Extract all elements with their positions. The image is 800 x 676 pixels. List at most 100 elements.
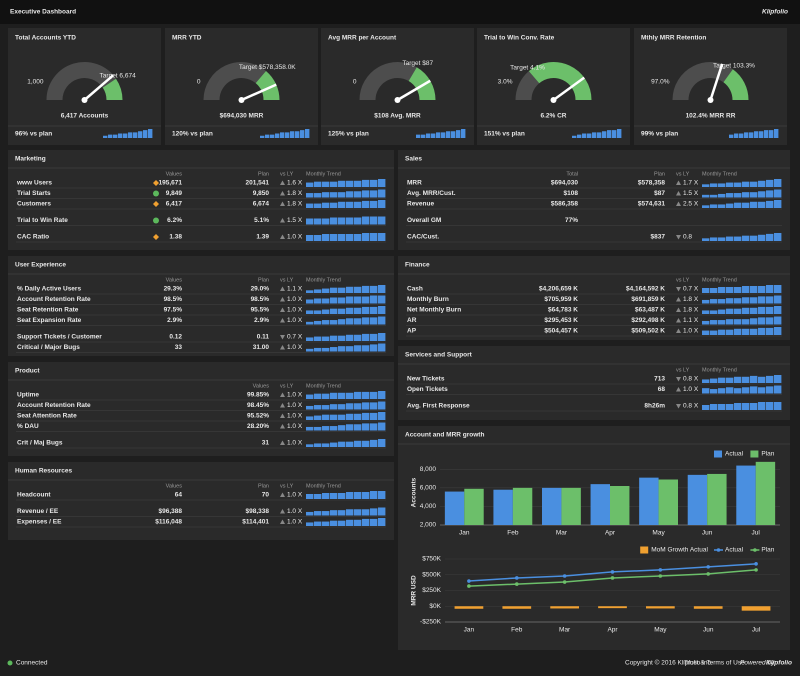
bar <box>561 487 581 525</box>
trend-bar <box>702 205 710 208</box>
trend-bar <box>766 402 774 410</box>
trend-bar <box>322 181 330 187</box>
trend-bar <box>103 135 108 138</box>
kpi-title: MRR YTD <box>172 35 202 42</box>
trend-bar <box>726 203 734 208</box>
column-header: Monthly Trend <box>306 171 341 177</box>
row-cell: $509,502 K <box>631 328 665 335</box>
terms-link[interactable]: Trust & Terms of Use <box>684 660 745 667</box>
trend-bar <box>421 134 426 138</box>
trend-bar <box>742 387 750 394</box>
kpi-card <box>165 28 318 145</box>
trend-bar <box>362 200 370 208</box>
trend-bar <box>362 333 370 341</box>
vs-value: 1.5 X <box>683 190 699 197</box>
row-cell: $292,498 K <box>631 317 665 324</box>
panel <box>8 362 394 456</box>
legend-label: Actual <box>725 547 744 554</box>
trend-bar <box>346 217 354 225</box>
vs-value: 1.8 X <box>683 296 699 303</box>
column-header: Monthly Trend <box>306 483 341 489</box>
trend-bar <box>750 386 758 394</box>
row-label: Support Tickets / Customer <box>17 334 102 341</box>
trend-bar <box>280 132 285 138</box>
kpi-value: $694,030 MRR <box>220 113 264 120</box>
dashboard-title: Executive Dashboard <box>10 9 76 16</box>
trend-bar <box>734 287 742 293</box>
trend-bar <box>774 316 782 325</box>
trend-bar <box>330 493 338 499</box>
trend-bar <box>322 393 330 399</box>
row-cell: 68 <box>658 386 666 393</box>
row-cell: 0.11 <box>257 334 270 341</box>
column-header: Plan <box>258 483 269 489</box>
trend-bar <box>774 402 782 410</box>
trend-bar <box>346 441 354 447</box>
row-label: Expenses / EE <box>17 519 62 526</box>
line-point <box>467 579 471 583</box>
row-cell: 6,674 <box>253 201 270 208</box>
row-label: Seat Expansion Rate <box>17 317 82 324</box>
trend-bar <box>378 233 386 241</box>
trend-bar <box>354 296 362 304</box>
gauge-base <box>203 62 266 101</box>
row-cell: 33 <box>175 344 183 351</box>
vs-value: 1.0 X <box>287 440 303 447</box>
trend-bar <box>750 297 758 304</box>
row-cell: 29.0% <box>251 286 270 293</box>
trend-bar <box>346 519 354 526</box>
row-cell: $63,487 K <box>635 307 665 314</box>
trend-bar <box>354 424 362 431</box>
trend-bar <box>362 518 370 526</box>
x-tick-label: Mar <box>556 530 568 537</box>
trend-bar <box>597 132 602 138</box>
trend-bar <box>718 320 726 325</box>
row-label: Open Tickets <box>407 386 448 393</box>
vs-arrow <box>676 201 681 206</box>
copyright: Copyright © 2016 Klipfolio Inc. <box>625 659 713 667</box>
trend-bar <box>370 391 378 399</box>
trend-bar <box>607 130 612 138</box>
trend-bar <box>451 131 456 138</box>
bar <box>687 474 708 525</box>
row-cell: $114,401 <box>242 519 269 526</box>
row-cell: 98.5% <box>164 296 183 303</box>
column-header: Plan <box>654 171 665 177</box>
row-label: Cash <box>407 286 423 293</box>
trend-bar <box>742 319 750 325</box>
row-cell: 9,850 <box>253 190 270 197</box>
vs-arrow <box>280 509 285 514</box>
panel-title: Account and MRR growth <box>405 432 484 439</box>
trend-bar <box>370 306 378 314</box>
trend-bar <box>362 345 370 352</box>
vs-arrow <box>280 424 285 429</box>
trend-bar <box>123 133 128 138</box>
trend-bar <box>742 192 750 198</box>
trend-bar <box>354 191 362 198</box>
trend-bar <box>710 378 718 383</box>
trend-bar <box>362 296 370 304</box>
trend-bar <box>702 184 710 187</box>
trend-bar <box>378 306 386 314</box>
kpi-value: 6,417 Accounts <box>61 113 109 120</box>
trend-bar <box>750 307 758 314</box>
trend-bar <box>370 423 378 431</box>
trend-bar <box>338 234 346 241</box>
trend-bar <box>378 439 386 447</box>
row-label: Critical / Major Bugs <box>17 344 80 351</box>
bar <box>464 488 484 525</box>
trend-bar <box>338 192 346 198</box>
trend-bar <box>734 236 742 241</box>
trend-bar <box>750 403 758 410</box>
trend-bar <box>726 319 734 325</box>
vs-arrow <box>676 387 681 392</box>
trend-bar <box>726 298 734 304</box>
column-header: Monthly Trend <box>702 367 737 373</box>
trend-bar <box>702 405 710 410</box>
trend-bar <box>330 234 338 241</box>
trend-bar <box>710 204 718 208</box>
trend-bar <box>702 379 710 383</box>
gauge-target-zone <box>102 78 123 101</box>
row-cell: 31 <box>262 440 270 447</box>
x-tick-label: Jan <box>464 627 475 634</box>
